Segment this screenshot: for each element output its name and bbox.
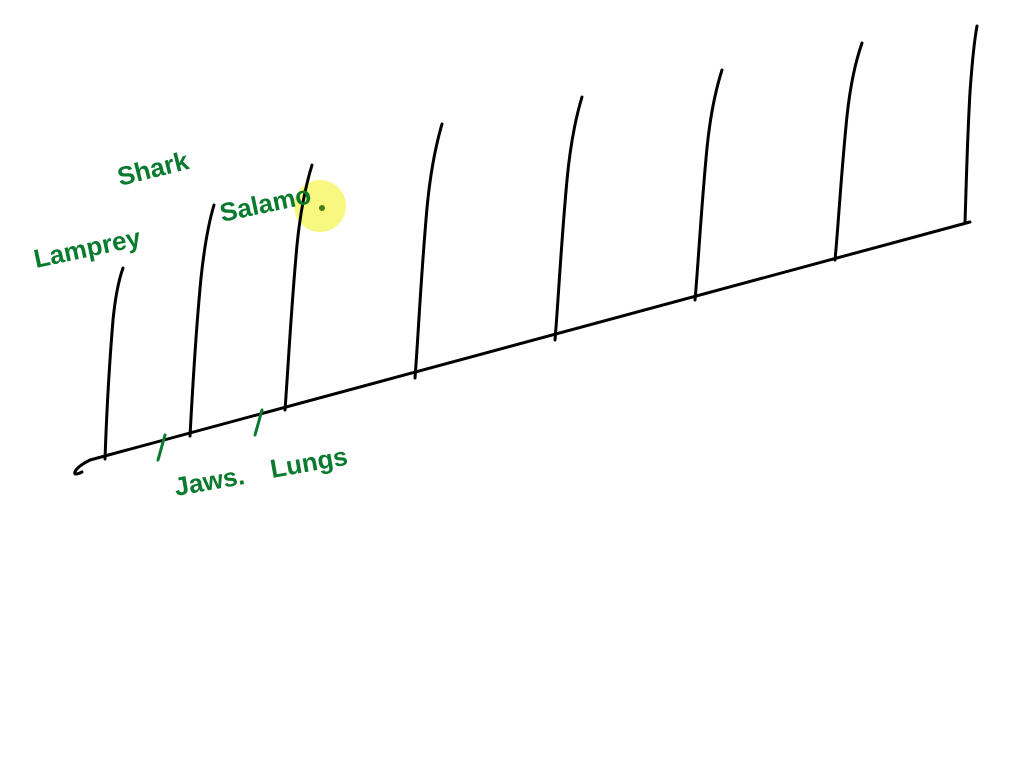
- pen-tip-dot: [319, 205, 325, 211]
- taxon-label: Lamprey: [31, 222, 144, 274]
- cladogram-branch: [695, 70, 722, 300]
- trait-tick: [158, 435, 165, 460]
- cladogram-canvas: LampreySharkSalamoJaws.Lungs: [0, 0, 1024, 768]
- trait-label: Jaws.: [172, 460, 247, 502]
- trait-label: Lungs: [268, 441, 350, 484]
- cladogram-branch: [555, 97, 582, 340]
- taxon-label: Shark: [114, 145, 192, 192]
- cladogram-branch: [105, 268, 123, 459]
- cladogram-branch: [965, 26, 977, 222]
- cladogram-branch: [835, 43, 862, 260]
- cladogram-branch: [190, 205, 214, 436]
- cladogram-branch: [415, 124, 442, 378]
